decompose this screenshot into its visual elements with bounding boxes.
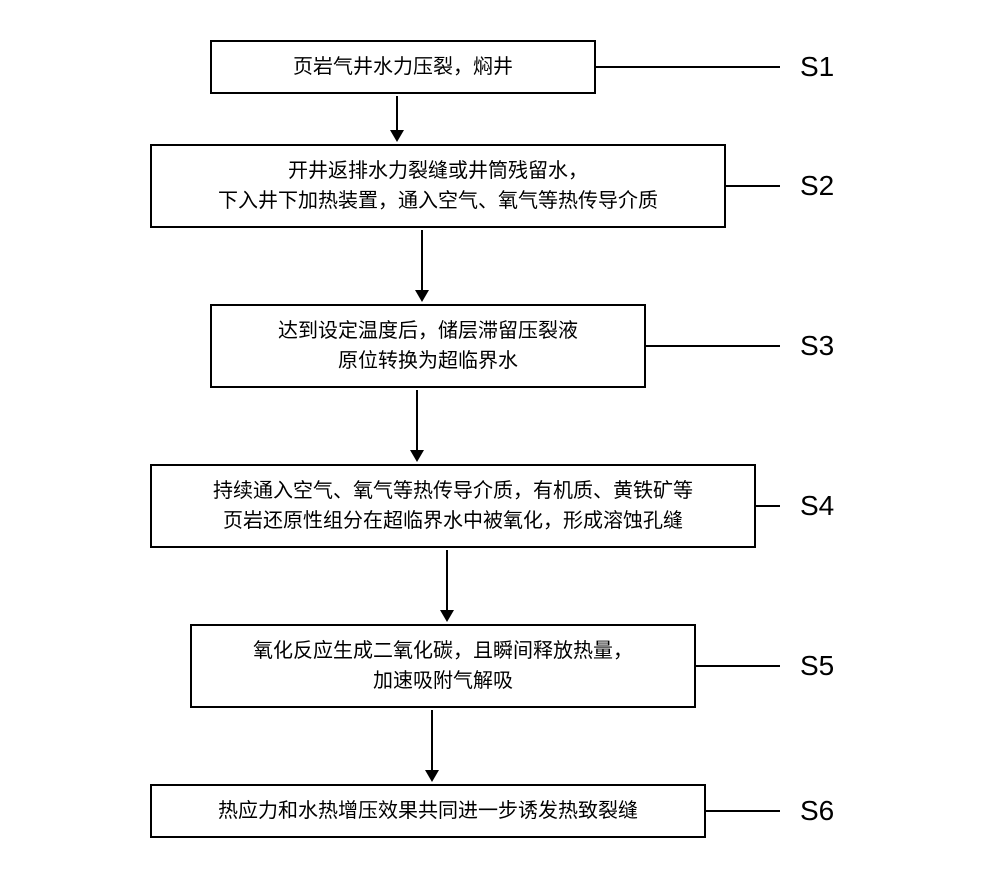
arrow-shaft: [396, 96, 398, 130]
flowchart-container: 页岩气井水力压裂，焖井 S1 开井返排水力裂缝或井筒残留水，下入井下加热装置，通入空…: [150, 40, 850, 838]
step-text-line: 氧化反应生成二氧化碳，且瞬间释放热量，: [208, 636, 678, 666]
step-row-s3: 达到设定温度后，储层滞留压裂液原位转换为超临界水 S3: [150, 304, 850, 388]
step-row-s4: 持续通入空气、氧气等热传导介质，有机质、黄铁矿等页岩还原性组分在超临界水中被氧化…: [150, 464, 850, 548]
step-label-s5: S5: [800, 650, 850, 682]
arrow-down-icon: [425, 710, 439, 782]
arrow-head-icon: [425, 770, 439, 782]
connector-line: [596, 66, 780, 68]
step-text-line: 开井返排水力裂缝或井筒残留水，: [168, 156, 708, 186]
connector-line: [696, 665, 780, 667]
step-label-s4: S4: [800, 490, 850, 522]
arrow-down-icon: [390, 96, 404, 142]
step-label-s2: S2: [800, 170, 850, 202]
arrow-shaft: [431, 710, 433, 770]
step-text-line: 下入井下加热装置，通入空气、氧气等热传导介质: [168, 186, 708, 216]
step-box-s3: 达到设定温度后，储层滞留压裂液原位转换为超临界水: [210, 304, 646, 388]
arrow-down-icon: [415, 230, 429, 302]
step-text-line: 页岩还原性组分在超临界水中被氧化，形成溶蚀孔缝: [168, 506, 738, 536]
arrow-down-icon: [410, 390, 424, 462]
step-row-s5: 氧化反应生成二氧化碳，且瞬间释放热量，加速吸附气解吸 S5: [150, 624, 850, 708]
step-box-s1: 页岩气井水力压裂，焖井: [210, 40, 596, 94]
arrow-head-icon: [440, 610, 454, 622]
step-box-s6: 热应力和水热增压效果共同进一步诱发热致裂缝: [150, 784, 706, 838]
step-text-line: 页岩气井水力压裂，焖井: [228, 52, 578, 82]
step-box-s4: 持续通入空气、氧气等热传导介质，有机质、黄铁矿等页岩还原性组分在超临界水中被氧化…: [150, 464, 756, 548]
connector-line: [726, 185, 780, 187]
step-row-s1: 页岩气井水力压裂，焖井 S1: [150, 40, 850, 94]
connector-line: [646, 345, 780, 347]
step-text-line: 热应力和水热增压效果共同进一步诱发热致裂缝: [168, 796, 688, 826]
step-box-s2: 开井返排水力裂缝或井筒残留水，下入井下加热装置，通入空气、氧气等热传导介质: [150, 144, 726, 228]
step-row-s6: 热应力和水热增压效果共同进一步诱发热致裂缝 S6: [150, 784, 850, 838]
step-label-s6: S6: [800, 795, 850, 827]
arrow-head-icon: [410, 450, 424, 462]
arrow-head-icon: [390, 130, 404, 142]
arrow-shaft: [446, 550, 448, 610]
connector-line: [756, 505, 780, 507]
arrow-down-icon: [440, 550, 454, 622]
step-text-line: 原位转换为超临界水: [228, 346, 628, 376]
arrow-shaft: [416, 390, 418, 450]
arrow-head-icon: [415, 290, 429, 302]
step-text-line: 达到设定温度后，储层滞留压裂液: [228, 316, 628, 346]
step-text-line: 持续通入空气、氧气等热传导介质，有机质、黄铁矿等: [168, 476, 738, 506]
step-row-s2: 开井返排水力裂缝或井筒残留水，下入井下加热装置，通入空气、氧气等热传导介质 S2: [150, 144, 850, 228]
connector-line: [706, 810, 780, 812]
step-label-s3: S3: [800, 330, 850, 362]
step-box-s5: 氧化反应生成二氧化碳，且瞬间释放热量，加速吸附气解吸: [190, 624, 696, 708]
step-label-s1: S1: [800, 51, 850, 83]
step-text-line: 加速吸附气解吸: [208, 666, 678, 696]
arrow-shaft: [421, 230, 423, 290]
